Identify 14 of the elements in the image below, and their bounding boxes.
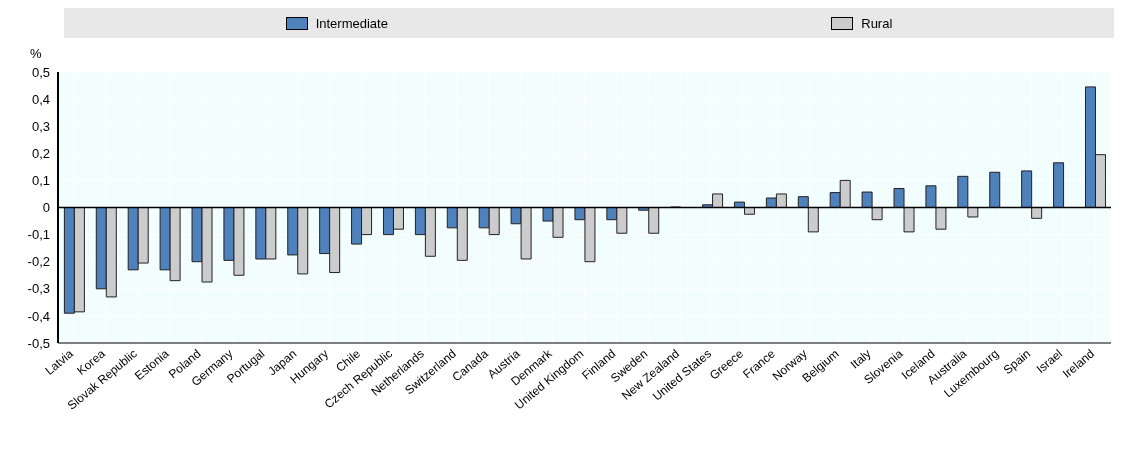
legend-label: Intermediate	[315, 15, 388, 31]
y-tick-label: -0,4	[27, 308, 50, 324]
y-tick-label: 0,1	[31, 173, 50, 189]
y-tick-label: -0,2	[27, 254, 50, 270]
y-tick-label: -0,5	[27, 335, 50, 351]
y-tick-label: 0,5	[31, 64, 50, 80]
y-axis-title: %	[30, 46, 42, 61]
y-tick-label: 0,4	[31, 91, 50, 107]
y-tick-label: 0,3	[31, 118, 50, 134]
y-tick-label: -0,1	[27, 227, 50, 243]
y-tick-label: 0,2	[31, 145, 50, 161]
y-tick-label: -0,3	[27, 281, 50, 297]
y-tick-label: 0	[42, 200, 50, 216]
legend-label: Rural	[861, 15, 893, 31]
